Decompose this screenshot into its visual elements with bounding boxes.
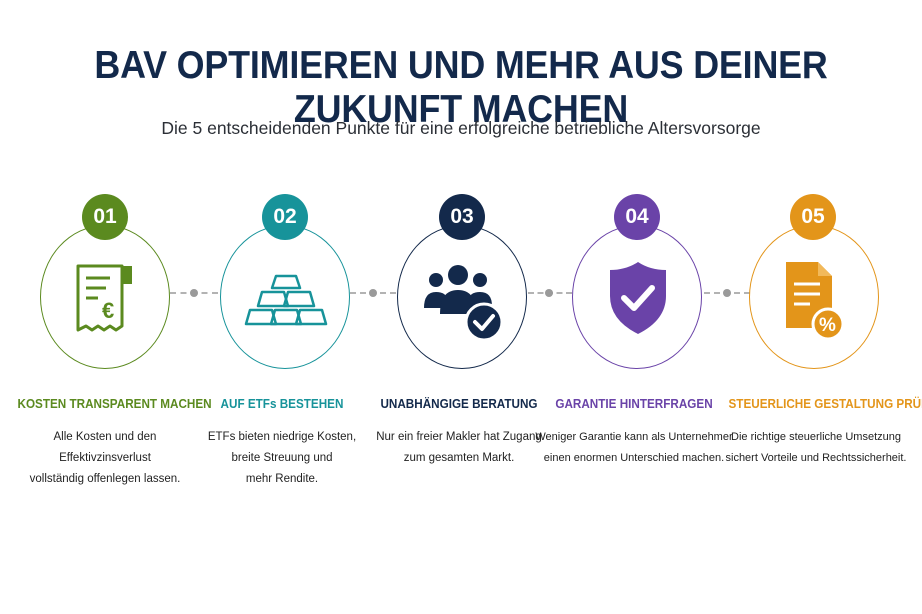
step-number-badge: 01 (82, 194, 128, 240)
step-ring (40, 225, 170, 369)
step-number-badge: 02 (262, 194, 308, 240)
svg-text:%: % (819, 315, 836, 336)
step-description: Nur ein freier Makler hat Zugang zum ges… (376, 431, 542, 464)
receipt-euro-icon: € (76, 264, 132, 332)
step-description: ETFs bieten niedrige Kosten, breite Stre… (207, 431, 357, 485)
shield-check-icon (610, 262, 666, 334)
step-description: Die richtige steuerliche Umsetzung siche… (725, 431, 907, 464)
step-heading: STEUERLICHE GESTALTUNG PRÜFEN (728, 396, 922, 411)
step-description: Weniger Garantie kann als Unternehmer ei… (535, 431, 733, 464)
step-description: Alle Kosten und den Effektivzinsverlust … (29, 431, 181, 485)
page-title: BAV OPTIMIEREN UND MEHR AUS DEINER ZUKUN… (94, 44, 828, 131)
step-heading: GARANTIE HINTERFRAGEN (555, 396, 713, 411)
step-heading: AUF ETFs BESTEHEN (220, 396, 344, 411)
group-check-icon (424, 265, 504, 342)
gold-bars-icon (244, 274, 328, 326)
step-number-badge: 04 (614, 194, 660, 240)
step-number-badge: 03 (439, 194, 485, 240)
page-subtitle: Die 5 entscheidenden Punkte für eine erf… (161, 118, 761, 138)
step-number-badge: 05 (790, 194, 836, 240)
svg-text:€: € (102, 298, 114, 323)
step-heading: KOSTEN TRANSPARENT MACHEN (17, 396, 212, 411)
document-percent-icon: % (786, 262, 845, 341)
step-heading: UNABHÄNGIGE BERATUNG (380, 396, 538, 411)
